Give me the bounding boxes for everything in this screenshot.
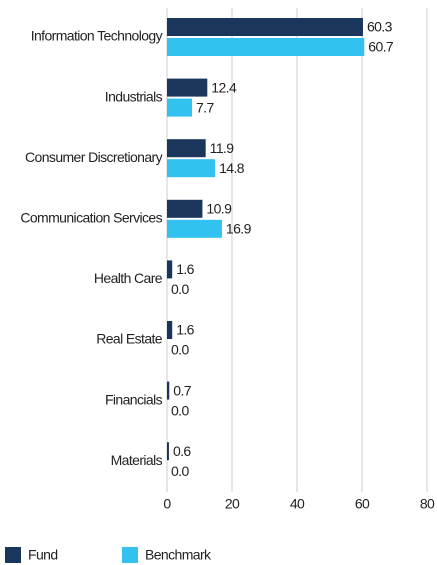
value-label: 0.0 [171, 402, 189, 418]
value-label: 1.6 [176, 261, 194, 277]
value-label: 11.9 [210, 140, 235, 156]
category-label: Communication Services [20, 210, 162, 226]
legend-label: Fund [28, 547, 58, 563]
bar [167, 442, 169, 461]
value-label: 60.3 [367, 19, 393, 35]
value-label: 14.8 [219, 160, 245, 176]
legend-swatch [5, 547, 21, 563]
category-label: Information Technology [31, 28, 163, 44]
category-label: Health Care [94, 270, 163, 286]
bar [167, 78, 208, 97]
x-tick-label: 80 [420, 496, 435, 512]
bar [167, 98, 193, 117]
x-tick-label: 0 [163, 496, 171, 512]
category-label: Materials [111, 452, 163, 468]
x-tick-label: 40 [290, 496, 305, 512]
legend-label: Benchmark [145, 547, 212, 563]
bar [167, 159, 216, 178]
category-label: Real Estate [96, 331, 163, 347]
value-label: 16.9 [226, 221, 252, 237]
value-label: 1.6 [176, 322, 194, 338]
category-label: Financials [105, 391, 163, 407]
bar [167, 381, 170, 400]
value-label: 0.0 [171, 463, 189, 479]
value-label: 0.0 [171, 342, 189, 358]
category-label: Consumer Discretionary [25, 149, 163, 165]
value-label: 0.7 [173, 382, 191, 398]
bar [167, 199, 203, 218]
bar [167, 260, 173, 279]
value-label: 10.9 [206, 201, 232, 217]
bar [167, 321, 173, 339]
bar [167, 18, 363, 36]
value-label: 7.7 [196, 99, 214, 115]
bar [167, 219, 222, 238]
category-label: Industrials [105, 88, 163, 104]
value-label: 0.6 [173, 443, 191, 459]
x-tick-label: 60 [355, 496, 370, 512]
bar [167, 139, 206, 158]
value-label: 0.0 [171, 281, 189, 297]
x-tick-label: 20 [225, 496, 240, 512]
value-label: 60.7 [368, 39, 394, 55]
value-label: 12.4 [211, 79, 237, 95]
bar [167, 38, 365, 56]
legend-swatch [122, 547, 138, 563]
